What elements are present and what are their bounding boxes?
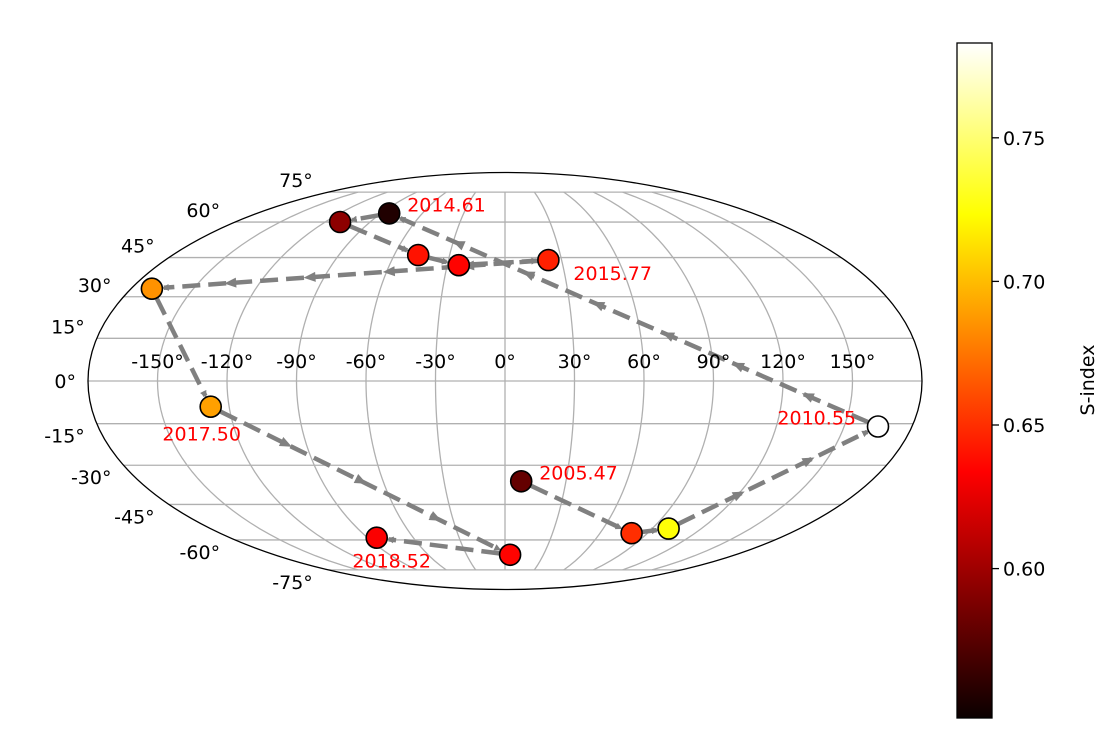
- colorbar-ticks: 0.60 0.65 0.70 0.75: [992, 128, 1045, 581]
- data-point: [620, 521, 643, 545]
- path-segment: [677, 429, 870, 526]
- data-point: [509, 469, 533, 493]
- longitude-tick-label: -120°: [201, 351, 254, 373]
- data-point: [406, 243, 430, 267]
- data-point: [537, 248, 560, 272]
- path-arrowhead: [353, 474, 367, 484]
- path-arrowhead: [662, 332, 676, 342]
- path-segment: [530, 483, 623, 531]
- path-segment: [154, 297, 208, 398]
- colorbar-tick-label: 0.75: [1003, 128, 1045, 150]
- path-arrowhead: [224, 277, 237, 288]
- colorbar: 0.60 0.65 0.70 0.75 S-index: [956, 42, 1099, 719]
- path-arrowhead: [801, 457, 815, 468]
- data-point: [199, 395, 222, 419]
- path-arrowhead: [382, 266, 396, 277]
- longitude-tick-label: 60°: [627, 351, 661, 373]
- path-arrowhead: [732, 362, 745, 373]
- path-arrowhead: [278, 437, 292, 447]
- path-arrowhead: [731, 491, 745, 502]
- year-annotations: 2005.47 2010.55 2014.61 2015.77 2017.50 2018.…: [162, 194, 856, 572]
- path-line: [398, 216, 869, 425]
- path-arrowhead: [592, 301, 606, 312]
- path-segment: [349, 224, 410, 253]
- data-point: [498, 543, 522, 567]
- colorbar-tick-label: 0.65: [1003, 415, 1045, 437]
- map-panel: -150° -120° -90° -60° -30° 0° 30° 60° 90° 120° 150…: [44, 170, 923, 594]
- longitude-tick-label: -60°: [346, 351, 387, 373]
- path-arrowhead: [801, 393, 815, 403]
- path-segment: [219, 409, 502, 552]
- data-points: [140, 202, 890, 567]
- latitude-tick-label: -60°: [180, 542, 221, 564]
- year-annotation: 2015.77: [573, 263, 652, 285]
- path-segment: [398, 216, 869, 425]
- data-point: [377, 202, 401, 225]
- path-arrowhead: [452, 241, 466, 251]
- path-line: [386, 536, 500, 556]
- path-arrowhead: [428, 511, 442, 521]
- latitude-tick-label: 75°: [279, 170, 313, 192]
- trajectory-path: [154, 213, 870, 556]
- path-segment: [642, 527, 659, 535]
- longitude-tick-label: 120°: [760, 351, 806, 373]
- data-point: [866, 415, 890, 438]
- colorbar-tick-label: 0.60: [1003, 559, 1045, 581]
- data-point: [447, 253, 471, 277]
- data-point: [328, 210, 352, 234]
- longitude-tick-label: 150°: [830, 351, 876, 373]
- path-line: [161, 258, 538, 291]
- latitude-tick-label: -15°: [44, 426, 85, 448]
- latitude-tick-label: 45°: [121, 236, 155, 258]
- path-line: [349, 224, 410, 253]
- year-annotation: 2010.55: [777, 408, 856, 430]
- map-outline: [87, 171, 923, 591]
- path-line: [428, 255, 450, 265]
- colorbar-gradient: [956, 42, 993, 719]
- latitude-tick-label: 15°: [51, 316, 85, 338]
- latitude-tick-label: -30°: [71, 467, 112, 489]
- path-segment: [428, 255, 450, 265]
- latitude-tick-label: -75°: [272, 572, 313, 594]
- path-segment: [386, 536, 500, 556]
- latitude-tick-label: -45°: [114, 506, 155, 528]
- year-annotation: 2005.47: [539, 462, 618, 484]
- path-line: [349, 213, 379, 223]
- latitude-tick-label: 60°: [186, 200, 220, 222]
- colorbar-tick-label: 0.70: [1003, 271, 1045, 293]
- path-line: [677, 429, 870, 526]
- colorbar-label: S-index: [1077, 345, 1099, 416]
- latitude-tick-label: 30°: [78, 275, 112, 297]
- longitude-tick-label: -150°: [131, 351, 184, 373]
- year-annotation: 2018.52: [352, 551, 431, 573]
- longitude-tick-labels: -150° -120° -90° -60° -30° 0° 30° 60° 90° 120° 150…: [131, 351, 875, 373]
- path-segment: [349, 213, 379, 223]
- data-point: [365, 526, 389, 550]
- path-line: [154, 297, 208, 398]
- data-point: [657, 517, 680, 540]
- longitude-tick-label: 90°: [697, 351, 731, 373]
- graticule: [88, 191, 922, 571]
- latitude-tick-labels: -75° -60° -45°-30° -15° 0° 15° 30° 45° 60° 75°: [44, 170, 313, 594]
- path-line: [642, 527, 659, 535]
- path-arrowhead: [522, 271, 536, 281]
- longitude-tick-label: 0°: [494, 351, 516, 373]
- path-line: [530, 483, 623, 531]
- path-arrowhead: [303, 271, 316, 282]
- path-segment: [161, 258, 538, 291]
- year-annotation: 2014.61: [407, 194, 486, 216]
- latitude-tick-label: 0°: [54, 371, 76, 393]
- data-point: [140, 277, 164, 301]
- longitude-tick-label: 30°: [558, 351, 592, 373]
- longitude-tick-label: -30°: [415, 351, 456, 373]
- year-annotation: 2017.50: [162, 424, 241, 446]
- longitude-tick-label: -90°: [276, 351, 317, 373]
